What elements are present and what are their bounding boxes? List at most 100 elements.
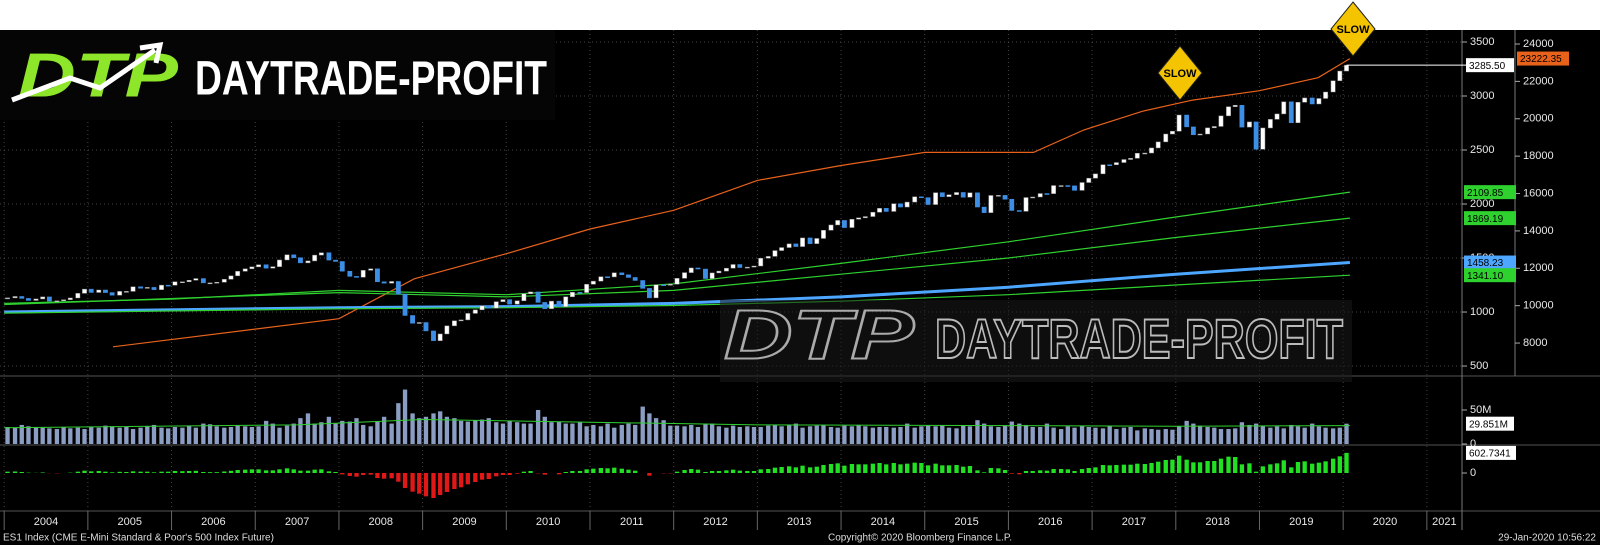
momentum-bar <box>521 471 527 473</box>
momentum-bar <box>988 468 994 473</box>
volume-bar <box>779 426 784 444</box>
volume-bar <box>1295 426 1301 444</box>
volume-bar <box>228 426 234 444</box>
momentum-bar <box>730 469 736 473</box>
candle <box>716 270 722 274</box>
candle <box>256 264 262 268</box>
last-value-label: 29.851M <box>1469 419 1508 430</box>
candle <box>786 243 792 248</box>
x-tick-label: 2008 <box>369 516 393 528</box>
momentum-bar <box>682 470 687 473</box>
volume-bar <box>40 427 45 444</box>
candle <box>88 288 94 293</box>
volume-bar <box>856 424 861 444</box>
momentum-bar <box>940 465 945 473</box>
candle <box>646 288 652 299</box>
candle <box>193 278 199 281</box>
volume-bar <box>354 418 359 444</box>
candle <box>1344 64 1349 72</box>
candle <box>82 288 87 294</box>
candle <box>626 274 631 278</box>
candle <box>339 261 345 272</box>
momentum-bar <box>577 471 583 473</box>
candle <box>458 319 464 322</box>
momentum-bar <box>570 471 575 473</box>
volume-bar <box>54 429 60 444</box>
volume-bar <box>1009 421 1014 444</box>
volume-bar <box>1212 427 1217 444</box>
candle <box>682 272 687 279</box>
candle <box>542 302 548 310</box>
volume-bar <box>591 424 596 444</box>
momentum-bar <box>766 469 771 473</box>
candle <box>67 297 73 300</box>
candle <box>284 254 290 261</box>
volume-bar <box>745 426 750 444</box>
candle <box>807 237 813 244</box>
momentum-bar <box>361 473 366 475</box>
momentum-bar <box>612 467 617 473</box>
volume-bar <box>988 426 994 444</box>
volume-bar <box>1142 428 1147 444</box>
volume-bar <box>919 426 924 444</box>
volume-bar <box>12 427 18 444</box>
volume-bar <box>431 413 436 444</box>
candle <box>918 196 924 199</box>
momentum-bar <box>1121 464 1127 473</box>
volume-bar <box>1302 427 1307 444</box>
volume-bar <box>1128 426 1133 444</box>
candle <box>1072 185 1077 191</box>
momentum-bar <box>961 466 966 473</box>
momentum-bar <box>1212 461 1217 473</box>
candle <box>305 260 311 264</box>
volume-bar <box>1030 426 1035 444</box>
momentum-bar <box>1197 462 1203 473</box>
volume-bar <box>1330 428 1336 444</box>
candle <box>347 270 353 277</box>
momentum-bar <box>891 463 896 473</box>
candle <box>375 268 380 283</box>
volume-bar <box>940 425 945 444</box>
volume-bar <box>1156 429 1161 444</box>
volume-bar <box>933 426 938 444</box>
momentum-bar <box>626 469 631 473</box>
candle <box>793 243 799 247</box>
momentum-bar <box>1086 468 1091 473</box>
momentum-bar <box>368 473 373 475</box>
candle <box>1218 115 1224 127</box>
volume-bar <box>410 413 415 444</box>
x-tick-label: 2010 <box>536 516 560 528</box>
watermark-text: DAYTRADE-PROFIT <box>935 307 1343 370</box>
x-tick-label: 2019 <box>1289 516 1313 528</box>
momentum-bar <box>326 471 332 473</box>
candle <box>841 220 847 228</box>
candle <box>200 278 206 284</box>
candle <box>709 272 715 279</box>
momentum-bar <box>904 463 910 473</box>
overlay-line <box>4 217 1350 306</box>
candle <box>479 305 485 311</box>
candle <box>180 281 185 284</box>
volume-bar <box>444 416 450 444</box>
candle <box>835 220 841 226</box>
momentum-bar <box>172 471 178 473</box>
y2-tick-label: 22000 <box>1523 75 1554 87</box>
candle <box>1009 199 1015 211</box>
momentum-bar <box>109 472 115 473</box>
candle <box>437 333 443 341</box>
candle <box>40 296 46 300</box>
momentum-bar <box>5 471 10 473</box>
candle <box>5 297 10 300</box>
momentum-bar <box>703 472 708 473</box>
volume-bar <box>1002 425 1008 444</box>
volume-bar <box>598 426 604 444</box>
x-tick-label: 2018 <box>1205 516 1229 528</box>
last-value-label: 1458.23 <box>1467 258 1504 269</box>
candle <box>368 268 374 271</box>
candle <box>1184 114 1190 128</box>
volume-bar <box>243 426 248 444</box>
momentum-bar <box>235 470 240 473</box>
candle <box>1247 121 1252 128</box>
candle <box>661 284 667 286</box>
momentum-bar <box>1295 462 1301 473</box>
